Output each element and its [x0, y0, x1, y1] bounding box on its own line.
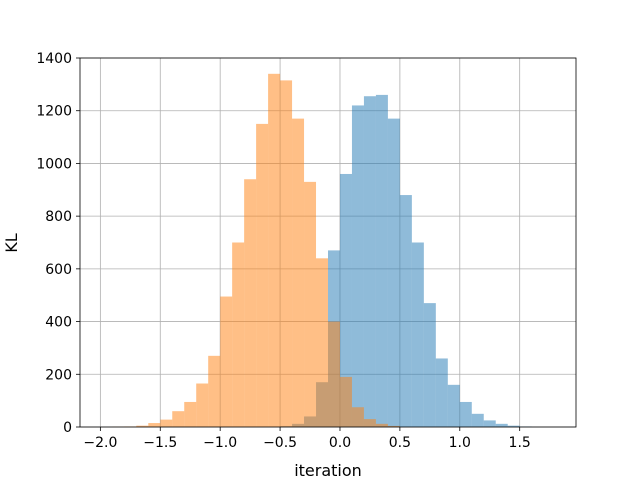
histogram-bar-series-1 — [507, 425, 520, 427]
histogram-bar-series-1 — [447, 384, 460, 427]
y-tick-label: 1400 — [36, 51, 72, 67]
histogram-bar-series-1 — [483, 420, 496, 427]
histogram-bars — [112, 73, 532, 428]
y-tick-label: 0 — [63, 420, 72, 436]
histogram-bar-series-1 — [411, 242, 424, 427]
x-tick-label: 0.0 — [329, 435, 351, 451]
histogram-bar-series-1 — [495, 423, 508, 427]
histogram-bar-series-2 — [375, 423, 388, 427]
histogram-bar-series-1 — [399, 195, 412, 427]
histogram-bar-series-2 — [208, 355, 221, 427]
y-tick-label: 800 — [45, 209, 72, 225]
x-tick-label: −2.0 — [83, 435, 117, 451]
x-axis-label: iteration — [294, 461, 362, 480]
x-tick-label: 1.5 — [509, 435, 531, 451]
histogram-bar-series-1 — [363, 96, 376, 427]
x-tick-label: −0.5 — [263, 435, 297, 451]
histogram-bar-series-1 — [435, 358, 448, 427]
histogram-bar-series-1 — [351, 105, 364, 427]
histogram-bar-series-2 — [148, 423, 161, 427]
y-tick-label: 1000 — [36, 156, 72, 172]
x-tick-label: −1.5 — [143, 435, 177, 451]
y-tick-label: 400 — [45, 315, 72, 331]
histogram-bar-series-2 — [232, 242, 245, 427]
x-tick-label: 1.0 — [449, 435, 471, 451]
plot-frame — [79, 57, 577, 428]
y-tick-label: 600 — [45, 262, 72, 278]
histogram-bar-series-1 — [387, 118, 400, 427]
histogram-bar-series-1 — [339, 173, 352, 427]
histogram-bar-series-2 — [136, 425, 149, 427]
histogram-bar-series-2 — [339, 376, 352, 427]
histogram-bar-series-2 — [244, 179, 257, 427]
y-axis-ticks: 0 200 400 600 800 1000 1200 1400 — [36, 51, 80, 436]
histogram-bar-series-2 — [196, 383, 209, 427]
x-tick-label: −1.0 — [203, 435, 237, 451]
x-tick-label: 0.5 — [389, 435, 411, 451]
histogram-bar-series-2 — [172, 411, 185, 427]
histogram-bar-series-2 — [268, 73, 281, 428]
histogram-bar-series-2 — [351, 407, 364, 427]
histogram-bar-series-1 — [471, 413, 484, 427]
y-tick-label: 200 — [45, 367, 72, 383]
y-axis-label: KL — [2, 233, 21, 252]
histogram-bar-series-2 — [328, 321, 340, 427]
histogram-bar-series-2 — [220, 296, 233, 427]
histogram-bar-series-2 — [387, 425, 400, 427]
histogram-bar-series-2 — [184, 401, 197, 427]
histogram-bar-series-2 — [160, 419, 173, 427]
y-tick-label: 1200 — [36, 104, 72, 120]
histogram-bar-series-1 — [375, 94, 388, 428]
histogram-bar-series-2 — [280, 80, 293, 428]
histogram-bar-series-2 — [363, 419, 376, 427]
histogram-bar-series-2 — [304, 181, 317, 427]
histogram-bar-series-1 — [459, 401, 472, 427]
x-axis-ticks: −2.0 −1.5 −1.0 −0.5 0.0 0.5 1.0 1.5 — [83, 427, 531, 451]
histogram-bar-series-2 — [316, 258, 328, 427]
histogram-bar-series-1 — [423, 303, 436, 427]
histogram-bar-series-2 — [292, 118, 305, 427]
histogram-bar-series-2 — [256, 123, 269, 428]
